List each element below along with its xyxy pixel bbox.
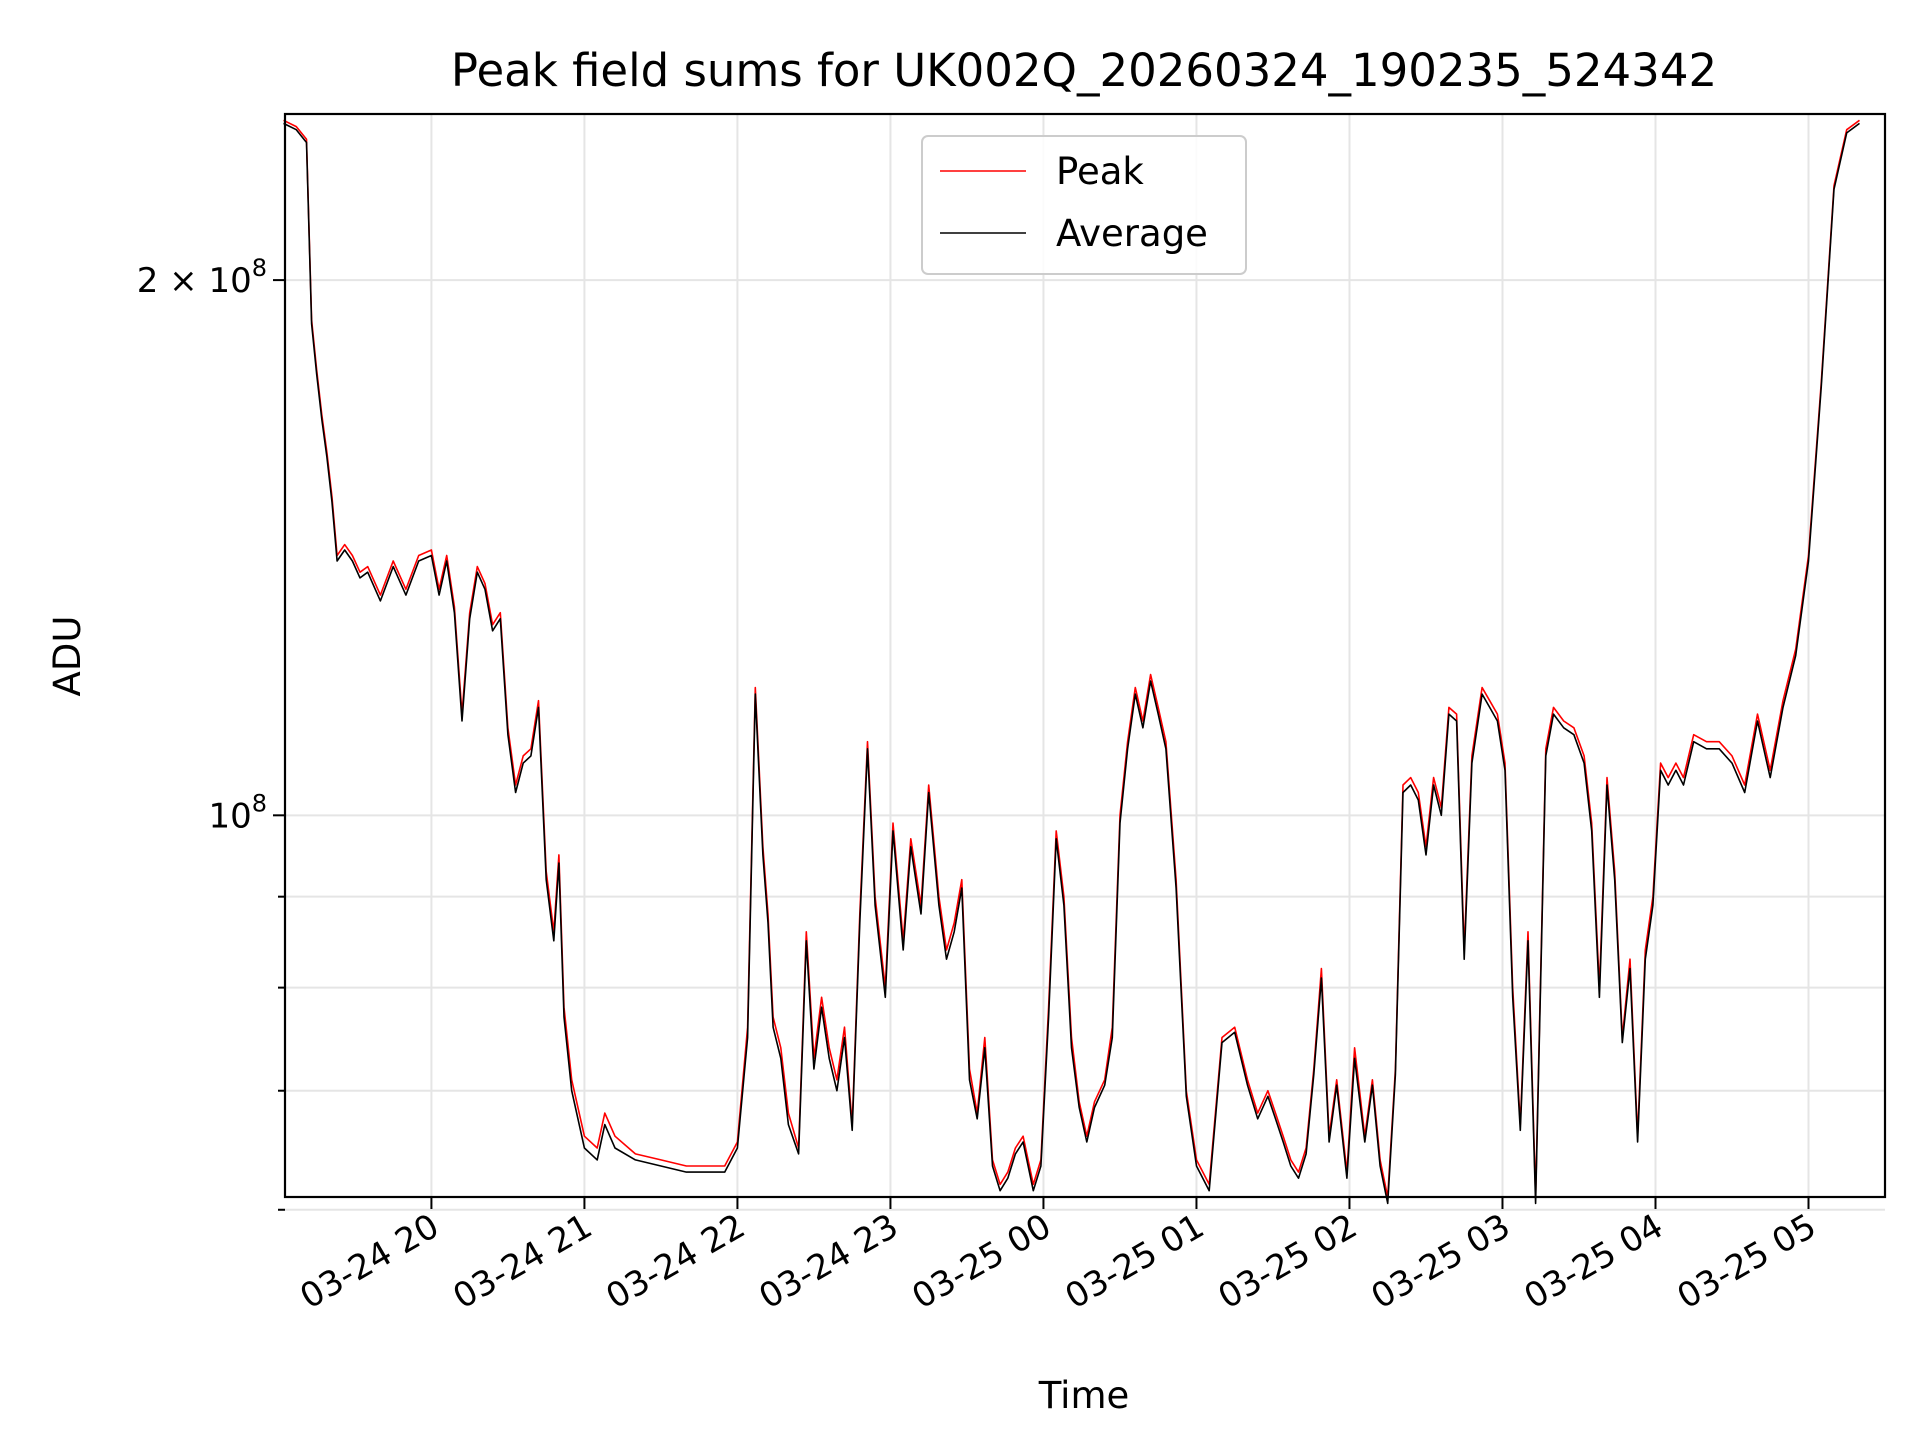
y-axis-label: ADU: [46, 616, 89, 697]
legend-peak-label: Peak: [1056, 150, 1144, 193]
y-axis: 108 2 × 108: [137, 254, 285, 1211]
chart-title: Peak field sums for UK002Q_20260324_1902…: [451, 44, 1717, 97]
legend: Peak Average: [921, 135, 1247, 275]
x-axis-label: Time: [1038, 1374, 1130, 1417]
series-lines: [283, 119, 1860, 1205]
plot-frame: [283, 112, 1887, 1199]
grid: [285, 114, 1885, 1211]
legend-average-label: Average: [1056, 212, 1208, 255]
y-tick-label: 108: [208, 789, 267, 836]
y-tick-label: 2 × 108: [137, 254, 267, 301]
series-line-average: [283, 122, 1860, 1205]
